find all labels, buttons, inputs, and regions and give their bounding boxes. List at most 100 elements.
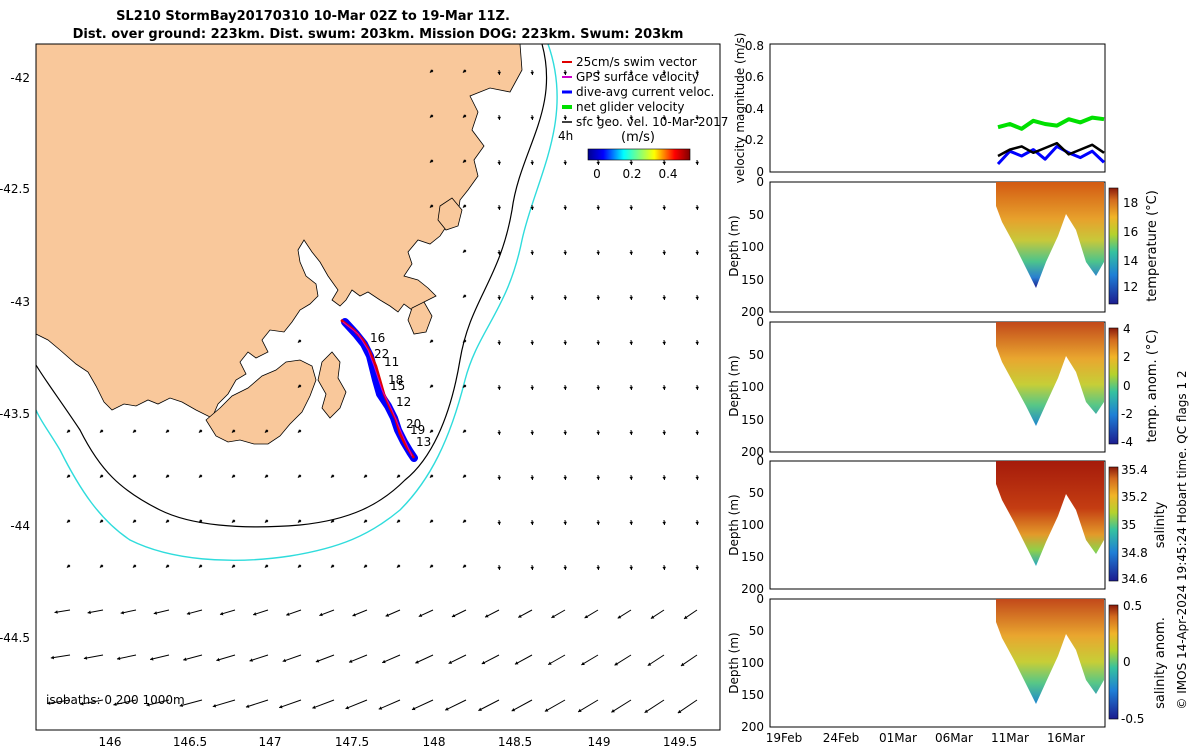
velocity-arrow-head (497, 521, 501, 525)
velocity-arrow-head (581, 661, 585, 665)
velocity-arrow-head (165, 474, 170, 478)
velocity-arrow-head (695, 566, 699, 570)
depth-tick: 0 (756, 175, 764, 189)
velocity-arrow-head (695, 476, 699, 480)
y-tick: -43.5 (0, 407, 30, 421)
track-label: 11 (384, 355, 399, 369)
velocity-arrow-head (429, 114, 434, 118)
velocity-arrow-head (563, 386, 567, 390)
velocity-arrow (315, 654, 335, 663)
velocity-arrow-head (462, 384, 467, 388)
cbar-label: salinity (1153, 501, 1168, 548)
velocity-arrow-head (485, 614, 489, 618)
velocity-arrow-head (662, 251, 666, 255)
velocity-arrow (83, 654, 104, 660)
velocity-arrow-head (198, 564, 203, 568)
track-label: 19 (410, 423, 425, 437)
velocity-arrow-head (54, 610, 58, 614)
velocity-arrow-head (650, 615, 655, 619)
track-label: 16 (370, 331, 385, 345)
depth-tick: 200 (741, 720, 764, 734)
depth-tick: 50 (749, 624, 764, 638)
velocity-arrow-head (429, 69, 434, 73)
velocity-arrow-head (132, 429, 137, 433)
cbar-tick: 14 (1123, 254, 1138, 268)
velocity-arrow (116, 654, 137, 660)
track-label: 13 (416, 435, 431, 449)
velocity-arrow-head (629, 71, 633, 75)
map-panel: 16 22 11 18 15 12 20 19 13 25cm/s swim v… (0, 43, 728, 749)
glider-track (340, 318, 418, 462)
velocity-arrow (511, 699, 533, 712)
depth-tick: 0 (756, 315, 764, 329)
velocity-arrow (146, 699, 170, 706)
cbar-tick: 34.8 (1121, 546, 1148, 560)
y-tick: -44.5 (0, 631, 30, 645)
velocity-arrow-head (99, 474, 104, 478)
velocity-arrow-head (662, 296, 666, 300)
velocity-arrow-head (396, 564, 401, 568)
velocity-arrow (381, 654, 401, 664)
velocity-arrow (183, 654, 203, 661)
velocity-arrow (448, 654, 467, 664)
hour-label: 4h (558, 129, 573, 143)
velocity-arrow-head (429, 474, 434, 478)
depth-label: Depth (m) (727, 355, 741, 416)
velocity-arrow-head (282, 658, 287, 663)
sal-anom-colorbar (1108, 604, 1119, 720)
date-tick: 06Mar (935, 731, 973, 745)
velocity-arrow (150, 654, 170, 661)
velocity-arrow (50, 654, 71, 659)
velocity-arrow (348, 654, 368, 663)
velocity-arrow-head (231, 429, 236, 433)
salinity-colorbar (1108, 466, 1119, 582)
velocity-arrow-head (662, 161, 666, 165)
sal-anom-panel: Depth (m) 0 50 100 150 200 -0.5 0 0.5 sa… (727, 592, 1168, 734)
temp-anom-panel: Depth (m) 0 50 100 150 200 -4 -2 0 2 4 t… (727, 315, 1160, 459)
velocity-series-line (997, 115, 1105, 131)
velocity-arrow-head (66, 564, 71, 568)
track-label: 12 (396, 395, 411, 409)
velocity-arrow-head (497, 431, 501, 435)
velocity-arrow-head (231, 474, 236, 478)
velocity-arrow-head (297, 429, 302, 433)
depth-tick: 150 (741, 550, 764, 564)
velocity-arrow-head (297, 474, 302, 478)
velocity-arrow-head (695, 251, 699, 255)
y-tick: -42 (10, 71, 30, 85)
velocity-arrow-head (429, 204, 434, 208)
velocity-arrow-head (445, 707, 449, 711)
cbar-tick: 34.6 (1121, 572, 1148, 586)
velocity-arrow (611, 699, 632, 713)
isobath-label: isobaths: 0 200 1000m (46, 693, 185, 707)
velocity-arrow (544, 699, 566, 712)
depth-tick: 150 (741, 688, 764, 702)
isobath-200 (36, 44, 548, 528)
velocity-arrow (216, 654, 236, 661)
map-frame (35, 43, 721, 731)
velocity-arrow-head (662, 71, 666, 75)
velocity-arrow-head (530, 161, 534, 165)
title-line1: SL210 StormBay20170310 10-Mar 02Z to 19-… (116, 9, 510, 24)
velocity-arrow-head (330, 474, 335, 478)
velocity-arrow (547, 654, 566, 666)
peninsula (205, 359, 317, 445)
velocity-arrow-head (662, 476, 666, 480)
velocity-arrow-head (132, 519, 137, 523)
velocity-arrow-head (165, 564, 170, 568)
velocity-arrow-head (596, 341, 600, 345)
velocity-arrow-head (363, 474, 368, 478)
velocity-series-line (997, 141, 1105, 158)
x-tick: 147 (259, 735, 282, 749)
velocity-arrow-head (330, 519, 335, 523)
velocity-arrow (614, 654, 632, 666)
velocity-arrow-head (530, 206, 534, 210)
velocity-arrow-head (695, 71, 699, 75)
depth-tick: 200 (741, 582, 764, 596)
depth-tick: 100 (741, 380, 764, 394)
velocity-arrow-head (563, 296, 567, 300)
velocity-arrow (80, 699, 104, 705)
cbar-label: temp. anom. (°C) (1145, 329, 1160, 442)
velocity-arrow-head (596, 251, 600, 255)
velocity-arrow-head (319, 612, 323, 617)
